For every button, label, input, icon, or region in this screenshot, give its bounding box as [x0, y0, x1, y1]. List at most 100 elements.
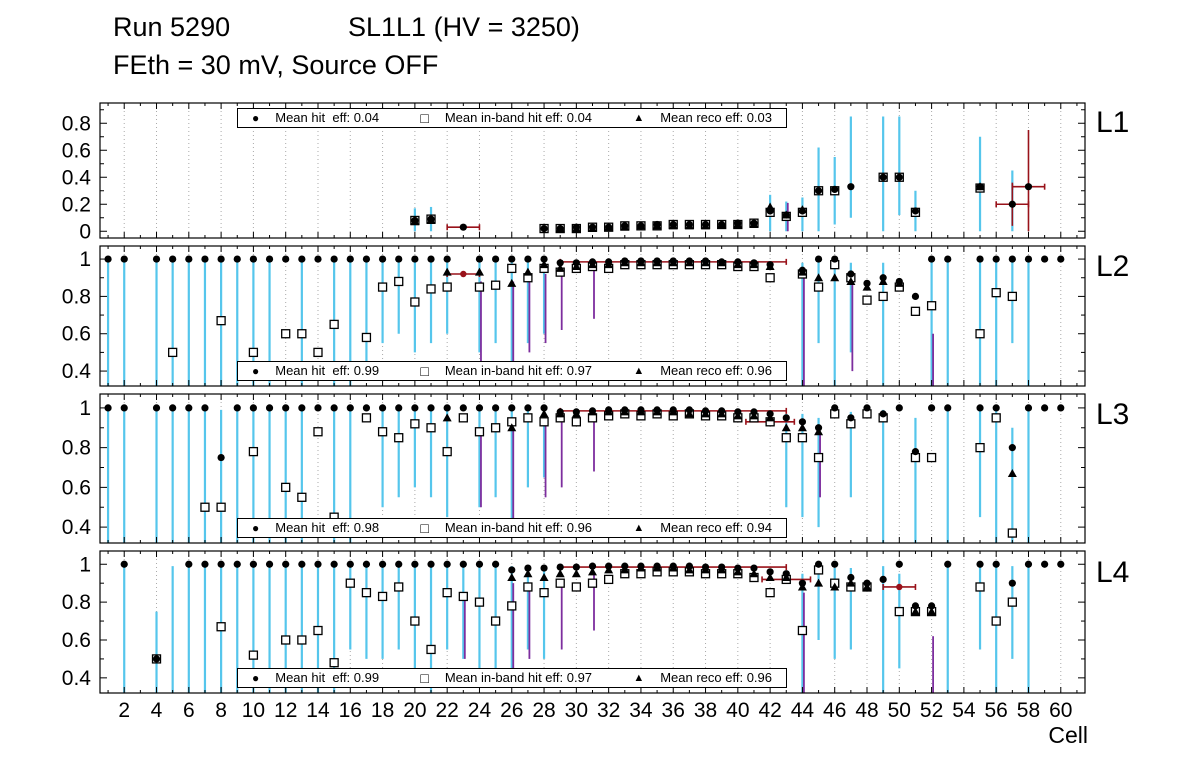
x-tick-label: 22: [435, 699, 458, 722]
legend-label-hit: Mean hit eff: 0.99: [275, 670, 380, 685]
series-L1: [410, 116, 1046, 234]
y-tick-label: 0.6: [62, 629, 91, 652]
x-tick-label: 32: [597, 699, 620, 722]
legend-label-hit: Mean hit eff: 0.04: [275, 110, 380, 125]
panel-label-l4: L4: [1096, 556, 1130, 589]
x-tick-label: 40: [726, 699, 749, 722]
x-tick-label: 30: [565, 699, 588, 722]
panel-L1: 0 0.2 0.4 0.6 0.8: [62, 102, 1086, 243]
legend-panel-L2: ● Mean hit eff: 0.99 □ Mean in-band hit eff…: [237, 361, 787, 381]
panel-L4: 0.4 0.6 0.8 1: [62, 550, 1086, 694]
inband-marker-icon: □: [420, 670, 429, 686]
x-tick-label: 24: [468, 699, 492, 722]
x-axis-labels: 2 4 6 8 10 12 14 16 18 20 22 24 26 28 30 32 34 36 38 40 42 44…: [118, 699, 1072, 722]
x-tick-label: 2: [118, 699, 130, 722]
x-tick-label: 6: [183, 699, 195, 722]
panel-label-l2: L2: [1096, 250, 1130, 283]
y-tick-label: 0.4: [62, 667, 92, 690]
hit-marker-icon: ●: [252, 364, 260, 378]
legend-entry-inband: □ Mean in-band hit eff: 0.96: [420, 518, 592, 538]
y-tick-label: 1: [79, 553, 91, 576]
x-tick-label: 18: [371, 699, 394, 722]
x-tick-label: 38: [694, 699, 717, 722]
reco-marker-icon: ▲: [633, 112, 645, 124]
legend-entry-inband: □ Mean in-band hit eff: 0.97: [420, 668, 592, 688]
inband-marker-icon: □: [420, 110, 429, 126]
x-tick-label: 46: [823, 699, 846, 722]
hit-marker-icon: ●: [252, 521, 260, 535]
legend-entry-hit: ● Mean hit eff: 0.04: [252, 108, 379, 128]
y-tick-label: 0.8: [62, 437, 91, 460]
legend-entry-hit: ● Mean hit eff: 0.98: [252, 518, 379, 538]
y-tick-label: 0: [79, 220, 91, 243]
x-axis-title: Cell: [1048, 722, 1088, 748]
x-tick-label: 42: [758, 699, 781, 722]
legend-entry-inband: □ Mean in-band hit eff: 0.04: [420, 108, 592, 128]
legend-entry-reco: ▲ Mean reco eff: 0.94: [633, 518, 772, 538]
legend-label-inband: Mean in-band hit eff: 0.97: [444, 363, 593, 378]
legend-label-inband: Mean in-band hit eff: 0.96: [444, 520, 593, 535]
y-tick-label: 0.6: [62, 476, 91, 499]
hit-marker-icon: ●: [252, 111, 260, 125]
legend-entry-reco: ▲ Mean reco eff: 0.96: [633, 668, 772, 688]
x-tick-label: 16: [339, 699, 362, 722]
legend-panel-L4: ● Mean hit eff: 0.99 □ Mean in-band hit eff…: [237, 668, 787, 688]
conditions-title: FEth = 30 mV, Source OFF: [113, 50, 439, 80]
legend-entry-inband: □ Mean in-band hit eff: 0.97: [420, 361, 592, 381]
legend-entry-reco: ▲ Mean reco eff: 0.03: [633, 108, 772, 128]
y-tick-label: 0.8: [62, 285, 91, 308]
y-tick-label: 0.8: [62, 112, 91, 135]
legend-label-reco: Mean reco eff: 0.96: [660, 363, 772, 378]
y-tick-label: 0.4: [62, 360, 92, 383]
y-tick-label: 0.2: [62, 193, 91, 216]
hit-marker-icon: ●: [252, 671, 260, 685]
x-tick-label: 60: [1049, 699, 1072, 722]
y-tick-label: 1: [79, 397, 91, 420]
x-tick-label: 36: [662, 699, 685, 722]
legend-label-reco: Mean reco eff: 0.96: [660, 670, 772, 685]
series-L3: [104, 404, 1065, 543]
reco-marker-icon: ▲: [633, 672, 645, 684]
x-tick-label: 58: [1017, 699, 1040, 722]
legend-label-reco: Mean reco eff: 0.03: [660, 110, 772, 125]
x-tick-label: 52: [920, 699, 943, 722]
x-tick-label: 20: [403, 699, 426, 722]
x-tick-label: 50: [888, 699, 911, 722]
x-tick-label: 34: [629, 699, 653, 722]
legend-label-hit: Mean hit eff: 0.98: [275, 520, 380, 535]
chamber-title: SL1L1 (HV = 3250): [348, 12, 580, 42]
panel-label-l1: L1: [1096, 106, 1130, 139]
x-tick-label: 14: [306, 699, 330, 722]
legend-panel-L1: ● Mean hit eff: 0.04 □ Mean in-band hit eff…: [237, 108, 787, 128]
x-tick-label: 48: [855, 699, 878, 722]
legend-label-inband: Mean in-band hit eff: 0.04: [444, 110, 593, 125]
reco-marker-icon: ▲: [633, 522, 645, 534]
x-tick-label: 8: [215, 699, 227, 722]
run-title: Run 5290: [113, 12, 231, 42]
legend-entry-hit: ● Mean hit eff: 0.99: [252, 361, 379, 381]
legend-panel-L3: ● Mean hit eff: 0.98 □ Mean in-band hit eff…: [237, 518, 787, 538]
panel-label-l3: L3: [1096, 398, 1130, 431]
legend-entry-hit: ● Mean hit eff: 0.99: [252, 668, 379, 688]
inband-marker-icon: □: [420, 520, 429, 536]
x-tick-label: 54: [952, 699, 976, 722]
legend-entry-reco: ▲ Mean reco eff: 0.96: [633, 361, 772, 381]
y-tick-label: 0.6: [62, 139, 91, 162]
x-tick-label: 4: [151, 699, 163, 722]
legend-label-inband: Mean in-band hit eff: 0.97: [444, 670, 593, 685]
y-tick-label: 1: [79, 248, 91, 271]
x-tick-label: 56: [985, 699, 1008, 722]
x-tick-label: 26: [500, 699, 523, 722]
legend-label-reco: Mean reco eff: 0.94: [660, 520, 772, 535]
y-tick-label: 0.4: [62, 516, 92, 539]
inband-marker-icon: □: [420, 363, 429, 379]
y-tick-label: 0.4: [62, 166, 92, 189]
y-tick-label: 0.8: [62, 591, 91, 614]
x-tick-label: 44: [791, 699, 815, 722]
y-tick-label: 0.6: [62, 323, 91, 346]
x-tick-label: 10: [242, 699, 265, 722]
x-tick-label: 28: [532, 699, 555, 722]
x-tick-label: 12: [274, 699, 297, 722]
